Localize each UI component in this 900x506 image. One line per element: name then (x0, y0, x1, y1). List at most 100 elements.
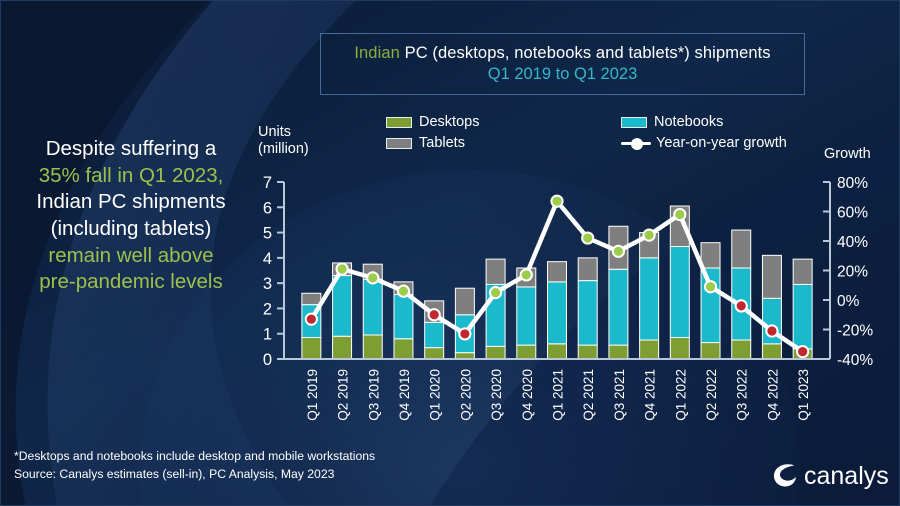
x-label-Q4-2021: Q4 2021 (643, 369, 658, 421)
bar-segment-notebooks (700, 267, 721, 344)
growth-marker-Q4-2022[interactable] (765, 324, 779, 338)
bar-segment-notebooks (362, 278, 383, 336)
legend-label-tablets: Tablets (419, 135, 465, 151)
right-axis-tick-4: 0% (837, 293, 860, 310)
x-axis-labels: Q1 2019 Q2 2019 Q3 2019 Q4 2019 Q1 2020 Q2 20… (284, 358, 830, 421)
right-axis-tick-5: -20% (837, 323, 873, 340)
growth-marker-Q4-2019[interactable] (396, 284, 411, 298)
growth-marker-Q3-2019[interactable] (366, 271, 380, 285)
callout-line-1: Despite suffering a (45, 137, 217, 160)
growth-marker-Q1-2022[interactable] (673, 207, 687, 222)
right-axis-tick-0: 80% (837, 175, 868, 192)
left-axis-tick-4: 3 (263, 275, 272, 293)
growth-marker-Q1-2020[interactable] (427, 308, 441, 322)
bar-Q4-2022[interactable] (761, 254, 782, 360)
x-label-Q1-2021: Q1 2021 (551, 369, 566, 421)
left-axis-tick-2: 5 (263, 225, 272, 243)
bar-Q2-2021[interactable] (577, 257, 598, 360)
right-axis-tick-6: -40% (837, 352, 873, 369)
desktops-swatch-icon (386, 116, 412, 128)
right-axis-tick-3: 20% (837, 264, 868, 281)
bar-segment-notebooks (608, 268, 629, 346)
legend-item-notebooks[interactable]: Notebooks (621, 114, 806, 130)
left-axis-caption: Units (million) (258, 124, 309, 158)
bar-segment-desktops (577, 344, 598, 360)
x-label-Q1-2022: Q1 2022 (673, 369, 688, 421)
right-axis: 80% 60% 40% 20% 0% -20% -40% (823, 175, 873, 369)
tablets-swatch-icon (386, 137, 412, 149)
chart-title-rest: PC (desktops, notebooks and tablets*) sh… (399, 44, 771, 62)
bar-Q3-2022[interactable] (731, 229, 752, 360)
bar-segment-tablets (700, 242, 721, 269)
growth-marker-Q3-2021[interactable] (611, 244, 626, 258)
growth-marker-Q4-2020[interactable] (519, 268, 533, 282)
legend-label-desktops: Desktops (419, 114, 480, 130)
growth-marker-Q4-2021[interactable] (642, 228, 656, 242)
growth-marker-Q1-2019[interactable] (304, 312, 318, 326)
x-label-Q2-2020: Q2 2020 (458, 369, 473, 421)
left-axis-tick-0: 7 (263, 174, 272, 192)
bar-segment-tablets (547, 261, 567, 283)
growth-marker-Q3-2020[interactable] (488, 286, 503, 300)
bar-segment-tablets (301, 292, 322, 306)
bar-Q3-2019[interactable] (362, 263, 383, 360)
bar-segment-notebooks (424, 321, 445, 349)
growth-marker-Q1-2023[interactable] (796, 345, 810, 359)
bar-Q4-2019[interactable] (393, 281, 414, 360)
bar-segment-desktops (639, 339, 660, 360)
footer-notes: *Desktops and notebooks include desktop … (14, 448, 375, 483)
legend-item-tablets[interactable]: Tablets (386, 135, 621, 151)
chart-title-highlight: Indian (354, 44, 400, 62)
left-axis-tick-6: 1 (263, 326, 272, 344)
bar-segment-notebooks (639, 257, 660, 341)
growth-markers (304, 194, 810, 359)
footnote-line: *Desktops and notebooks include desktop … (14, 449, 376, 463)
x-label-Q3-2019: Q3 2019 (366, 369, 381, 421)
right-axis-tick-1: 60% (837, 205, 868, 222)
bar-Q4-2021[interactable] (639, 232, 660, 360)
legend-item-desktops[interactable]: Desktops (386, 114, 621, 130)
bar-segment-tablets (577, 257, 598, 282)
bar-Q1-2021[interactable] (547, 261, 567, 360)
bar-Q2-2022[interactable] (700, 242, 721, 360)
left-axis-caption-line2: (million) (258, 141, 309, 158)
bar-segment-notebooks (577, 280, 598, 346)
growth-marker-Q2-2020[interactable] (458, 327, 472, 341)
chart-subtitle: Q1 2019 to Q1 2023 (487, 65, 638, 83)
bar-segment-desktops (301, 337, 322, 360)
bar-Q1-2019[interactable] (301, 292, 322, 360)
callout-line-4: (including tablets) (50, 216, 212, 240)
growth-marker-Q1-2021[interactable] (550, 194, 564, 208)
x-label-Q3-2021: Q3 2021 (612, 369, 627, 421)
x-label-Q1-2023: Q1 2023 (796, 369, 811, 421)
growth-marker-Q3-2022[interactable] (734, 299, 748, 313)
left-axis-tick-1: 6 (263, 199, 272, 217)
bar-segment-tablets (761, 254, 782, 299)
growth-marker-Q2-2021[interactable] (581, 231, 595, 245)
bar-segment-desktops (332, 335, 353, 360)
bar-segment-desktops (731, 339, 752, 360)
x-label-Q2-2019: Q2 2019 (336, 369, 351, 421)
legend-item-growth[interactable]: Year-on-year growth (621, 135, 806, 151)
bar-segment-desktops (485, 345, 506, 360)
growth-marker-Q2-2019[interactable] (335, 262, 349, 276)
bar-Q3-2020[interactable] (485, 258, 506, 360)
callout-line-5: remain well above (48, 243, 214, 267)
x-label-Q4-2019: Q4 2019 (397, 369, 412, 421)
canalys-logo-icon: canalys (773, 462, 889, 490)
growth-marker-Q2-2022[interactable] (703, 280, 718, 294)
left-axis: 7 6 5 4 3 2 1 0 (263, 174, 285, 369)
callout-line-3: Indian PC shipments (36, 190, 226, 214)
line-marker-icon (621, 136, 651, 150)
bar-segment-notebooks (792, 283, 813, 350)
chart-title-box: Indian PC (desktops, notebooks and table… (320, 33, 805, 95)
bar-segment-desktops (700, 342, 721, 360)
chart-title: Indian PC (desktops, notebooks and table… (354, 44, 770, 63)
bar-segment-notebooks (332, 275, 353, 337)
x-label-Q4-2022: Q4 2022 (765, 369, 780, 421)
chart-legend: Desktops Notebooks Tablets Year-on-year … (386, 114, 806, 151)
bar-segment-tablets (792, 258, 813, 285)
bar-Q4-2020[interactable] (516, 267, 537, 360)
bar-Q1-2023[interactable] (792, 258, 813, 360)
